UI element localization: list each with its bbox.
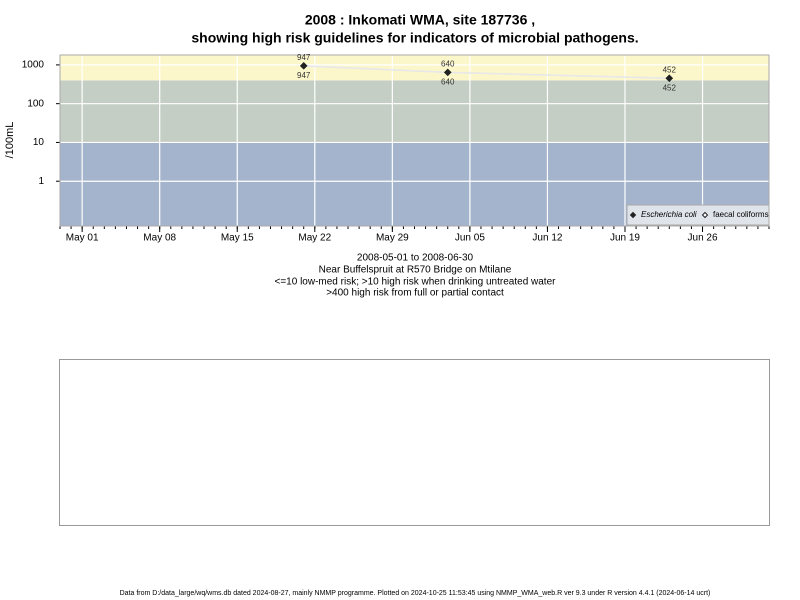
x-tick-label: Jun 12 — [532, 233, 562, 244]
footer: Data from D:/data_large/wq/wms.db dated … — [120, 590, 711, 597]
x-tick-label: May 08 — [143, 233, 176, 244]
y-tick-label: 10 — [33, 137, 45, 148]
legend-label: Escherichia coli — [641, 210, 697, 219]
data-label: 452 — [663, 65, 677, 74]
x-tick-label: May 01 — [66, 233, 99, 244]
x-tick-label: May 29 — [376, 233, 409, 244]
data-point — [300, 62, 308, 70]
data-label: 947 — [297, 53, 311, 62]
data-label: 947 — [297, 71, 311, 80]
x-tick-label: May 22 — [298, 233, 331, 244]
chart-subtitle: showing high risk guidelines for indicat… — [191, 30, 638, 46]
x-tick-label: May 15 — [221, 233, 254, 244]
y-tick-label: 1000 — [22, 60, 45, 71]
caption: >400 high risk from full or partial cont… — [326, 288, 504, 299]
y-axis-label: /100mL — [4, 122, 16, 159]
y-tick-label: 100 — [27, 98, 44, 109]
caption: 2008-05-01 to 2008-06-30 — [357, 253, 474, 264]
data-point — [665, 74, 674, 82]
caption: Near Buffelspruit at R570 Bridge on Mtil… — [319, 265, 512, 276]
risk-band — [60, 80, 769, 143]
caption: <=10 low-med risk; >10 high risk when dr… — [275, 277, 557, 288]
x-tick-label: Jun 26 — [688, 233, 718, 244]
risk-band — [60, 55, 769, 81]
legend-marker — [701, 211, 709, 219]
legend-marker — [629, 211, 637, 219]
legend-box — [626, 204, 770, 226]
chart-title: 2008 : Inkomati WMA, site 187736 , — [305, 12, 535, 28]
x-tick-label: Jun 05 — [455, 233, 485, 244]
legend-label: faecal coliforms — [713, 210, 769, 219]
x-tick-label: Jun 19 — [610, 233, 640, 244]
data-point — [444, 68, 452, 77]
y-tick-label: 1 — [38, 176, 44, 187]
plot-frame — [59, 54, 770, 227]
data-label: 640 — [441, 78, 455, 87]
data-label: 452 — [663, 83, 677, 92]
empty-panel — [59, 359, 770, 526]
data-label: 640 — [441, 60, 455, 69]
